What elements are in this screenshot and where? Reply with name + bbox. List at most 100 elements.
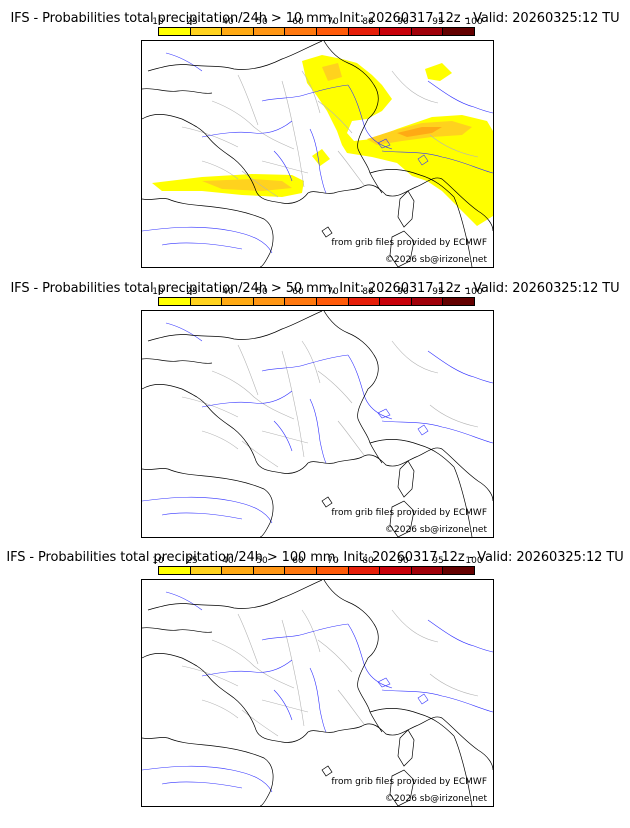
scale-label: 60 bbox=[292, 17, 304, 27]
admin-boundary bbox=[211, 370, 295, 420]
scale-swatch bbox=[253, 567, 286, 574]
coastline bbox=[142, 88, 213, 94]
admin-boundary bbox=[201, 430, 239, 450]
map-10mm: from grib files provided by ECMWF ©2026 … bbox=[141, 40, 494, 268]
coastline bbox=[147, 311, 323, 342]
admin-boundary bbox=[301, 340, 321, 384]
scale-swatch bbox=[348, 28, 381, 35]
scale-swatch bbox=[190, 567, 223, 574]
map-50mm: from grib files provided by ECMWF ©2026 … bbox=[141, 310, 494, 538]
admin-boundary bbox=[237, 74, 259, 126]
lake bbox=[417, 154, 429, 166]
scale-label: 100 bbox=[465, 17, 483, 27]
admin-boundary bbox=[281, 80, 305, 188]
map-graphic bbox=[142, 41, 493, 267]
scale-label: 95 bbox=[432, 287, 444, 297]
probability-area bbox=[312, 149, 330, 166]
lake bbox=[417, 693, 429, 705]
country-border bbox=[369, 169, 455, 198]
country-border bbox=[453, 735, 473, 806]
probability-area bbox=[202, 179, 292, 191]
panel-100mm: IFS - Probabilities total precipitation/… bbox=[0, 539, 630, 807]
scale-label: 10 bbox=[152, 287, 164, 297]
probability-area bbox=[425, 63, 452, 81]
scale-swatch bbox=[222, 298, 254, 305]
balearic-island bbox=[321, 496, 333, 508]
river bbox=[201, 120, 293, 138]
scale-swatch bbox=[159, 28, 191, 35]
admin-boundary bbox=[429, 134, 479, 158]
scale-label: 90 bbox=[397, 17, 409, 27]
scale-label: 40 bbox=[222, 17, 234, 27]
river bbox=[142, 226, 273, 254]
river bbox=[381, 150, 493, 174]
coastline bbox=[142, 653, 443, 743]
river bbox=[161, 781, 243, 789]
river bbox=[273, 420, 293, 452]
scale-swatch bbox=[411, 567, 444, 574]
scale-swatch bbox=[285, 567, 317, 574]
scale-label: 80 bbox=[362, 17, 374, 27]
admin-boundary bbox=[241, 709, 279, 737]
country-border bbox=[369, 439, 455, 468]
lake bbox=[377, 677, 391, 688]
scale-swatch bbox=[159, 567, 191, 574]
scale-label: 10 bbox=[152, 17, 164, 27]
river bbox=[261, 623, 349, 641]
scale-swatch bbox=[222, 28, 254, 35]
admin-boundary bbox=[281, 619, 305, 727]
corsica bbox=[397, 729, 415, 767]
scale-label: 95 bbox=[432, 556, 444, 566]
scale-swatch bbox=[380, 28, 412, 35]
scale-swatch bbox=[190, 28, 223, 35]
coastline bbox=[142, 627, 213, 633]
scale-swatch bbox=[443, 567, 474, 574]
river bbox=[427, 619, 493, 653]
panel-50mm: IFS - Probabilities total precipitation/… bbox=[0, 270, 630, 538]
lake bbox=[377, 408, 391, 419]
scale-labels: 10 25 40 50 60 70 80 90 95 100 bbox=[141, 287, 511, 297]
scale-swatch bbox=[190, 298, 223, 305]
scale-label: 10 bbox=[152, 556, 164, 566]
scale-label: 50 bbox=[256, 287, 268, 297]
scale-label: 100 bbox=[465, 556, 483, 566]
river bbox=[427, 80, 493, 114]
map-graphic bbox=[142, 580, 493, 806]
scale-swatch bbox=[316, 567, 349, 574]
river bbox=[261, 354, 349, 372]
scale-swatch bbox=[411, 298, 444, 305]
coastline bbox=[142, 737, 274, 806]
scale-swatch bbox=[380, 567, 412, 574]
scale-label: 90 bbox=[397, 287, 409, 297]
river bbox=[261, 84, 349, 102]
map-graphic bbox=[142, 311, 493, 537]
copyright-credit: ©2026 sb@irizone.net bbox=[385, 525, 487, 535]
coastline bbox=[441, 717, 493, 771]
coastline bbox=[142, 114, 443, 204]
sardinia bbox=[389, 500, 415, 537]
admin-boundary bbox=[211, 639, 295, 689]
scale-label: 50 bbox=[256, 17, 268, 27]
river bbox=[142, 765, 273, 793]
scale-label: 80 bbox=[362, 287, 374, 297]
panel-title: IFS - Probabilities total precipitation/… bbox=[10, 281, 620, 296]
scale-label: 70 bbox=[327, 287, 339, 297]
color-scale-bar bbox=[158, 297, 475, 306]
river bbox=[165, 52, 203, 72]
country-border bbox=[369, 708, 455, 737]
source-credit: from grib files provided by ECMWF bbox=[331, 508, 487, 518]
scale-labels: 10 25 40 50 60 70 80 90 95 100 bbox=[141, 556, 511, 566]
scale-label: 40 bbox=[222, 556, 234, 566]
scale-swatch bbox=[411, 28, 444, 35]
scale-label: 80 bbox=[362, 556, 374, 566]
admin-boundary bbox=[241, 440, 279, 468]
admin-boundary bbox=[261, 430, 309, 444]
river bbox=[165, 591, 203, 611]
color-scale-bar bbox=[158, 566, 475, 575]
scale-label: 95 bbox=[432, 17, 444, 27]
admin-boundary bbox=[317, 639, 353, 673]
river bbox=[347, 84, 393, 150]
admin-boundary bbox=[237, 344, 259, 396]
coastline bbox=[441, 178, 493, 232]
coastline bbox=[147, 41, 323, 72]
